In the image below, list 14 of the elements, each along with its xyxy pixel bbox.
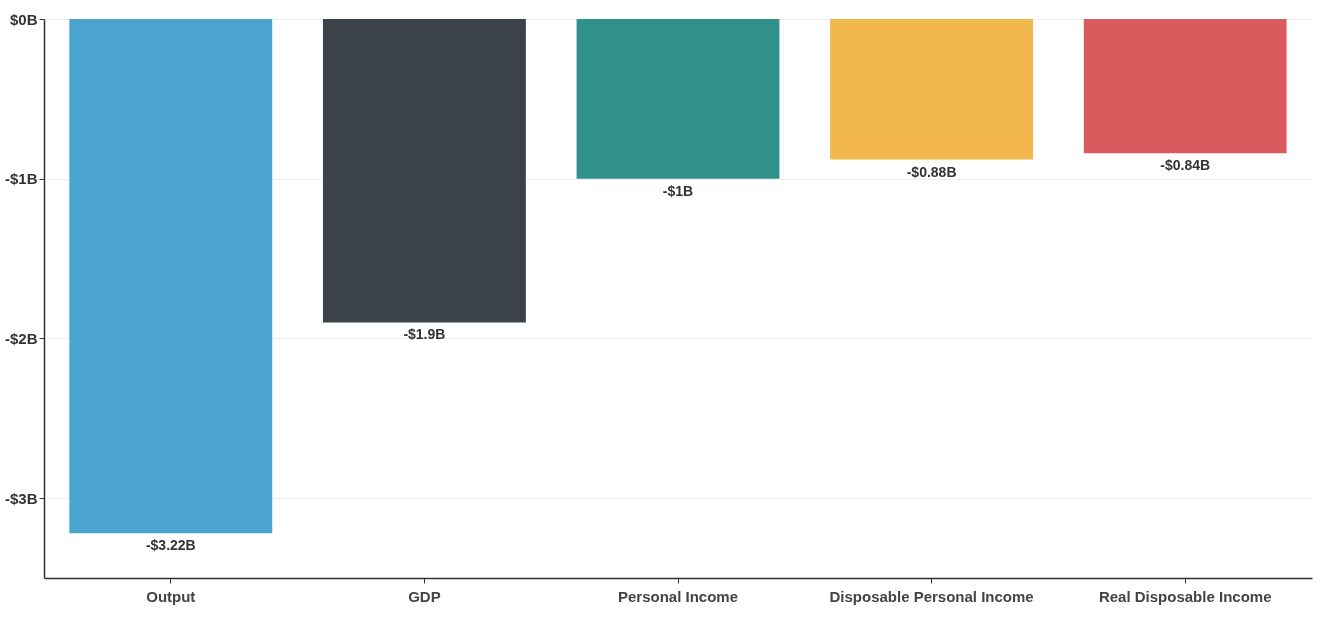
y-tick-label: $0B bbox=[9, 10, 38, 28]
y-tick-label: -$2B bbox=[4, 329, 38, 347]
data-label: -$0.88B bbox=[906, 163, 957, 180]
x-tick-label: Personal Income bbox=[617, 587, 739, 605]
data-label: -$0.84B bbox=[1160, 157, 1211, 174]
y-tick-label: -$1B bbox=[4, 170, 38, 188]
data-label: -$1B bbox=[662, 182, 694, 199]
x-tick-label: Real Disposable Income bbox=[1098, 587, 1272, 605]
x-tick-label: Output bbox=[146, 587, 196, 605]
x-tick-label: Disposable Personal Income bbox=[829, 587, 1034, 605]
data-label: -$1.9B bbox=[403, 326, 446, 343]
x-tick-label: GDP bbox=[408, 587, 441, 605]
y-tick-label: -$3B bbox=[4, 489, 38, 507]
data-label: -$3.22B bbox=[145, 537, 196, 554]
